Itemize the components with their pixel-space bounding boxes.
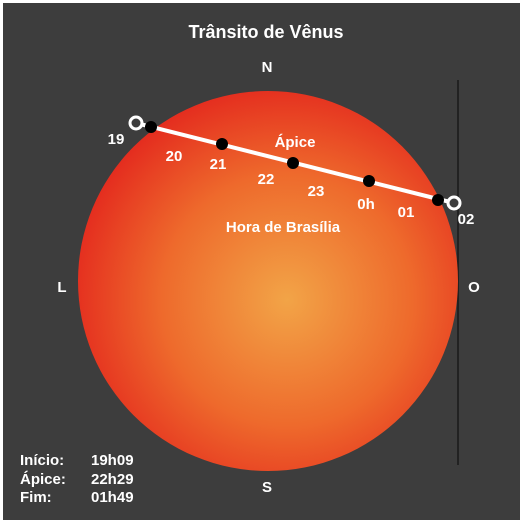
- hour-label: 22: [258, 171, 275, 188]
- hour-dot: [145, 121, 157, 133]
- timezone-label: Hora de Brasília: [226, 219, 341, 236]
- hour-label: 01: [398, 204, 415, 221]
- hour-label: 0h: [357, 196, 375, 213]
- info-value: 22h29: [91, 471, 134, 488]
- diagram: Trânsito de Vênus N S L O 19 20 21 22 23…: [0, 0, 523, 523]
- sun-disk: [78, 91, 458, 471]
- info-value: 19h09: [91, 452, 134, 469]
- info-value: 01h49: [91, 489, 134, 506]
- direction-south: S: [262, 479, 272, 496]
- hour-label: 02: [458, 211, 475, 228]
- direction-north: N: [262, 59, 273, 76]
- hour-dot: [363, 175, 375, 187]
- hour-label: 20: [166, 148, 183, 165]
- hour-dot: [287, 157, 299, 169]
- hour-dot: [432, 194, 444, 206]
- apex-label: Ápice: [275, 134, 316, 151]
- info-label: Início:: [20, 452, 64, 469]
- info-label: Fim:: [20, 489, 52, 506]
- direction-west: O: [468, 279, 480, 296]
- hour-label: 19: [108, 131, 125, 148]
- title: Trânsito de Vênus: [188, 22, 343, 42]
- contact-start: [130, 117, 142, 129]
- hour-label: 23: [308, 183, 325, 200]
- hour-dot: [216, 138, 228, 150]
- info-label: Ápice:: [20, 471, 66, 488]
- hour-label: 21: [210, 156, 227, 173]
- direction-east: L: [57, 279, 66, 296]
- contact-end: [448, 197, 460, 209]
